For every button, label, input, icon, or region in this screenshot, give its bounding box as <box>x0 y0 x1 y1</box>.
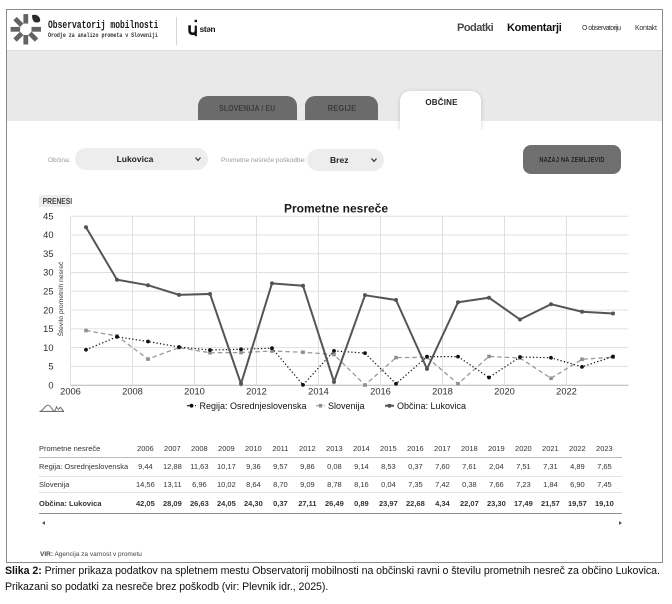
svg-text:Število prometnih nesreč: Število prometnih nesreč <box>56 261 65 336</box>
svg-text:0: 0 <box>48 380 53 390</box>
svg-text:2022: 2022 <box>556 387 577 397</box>
svg-text:2006: 2006 <box>60 387 81 397</box>
svg-text:35: 35 <box>43 249 53 259</box>
svg-text:2010: 2010 <box>184 387 205 397</box>
svg-text:stən: stən <box>200 25 216 34</box>
svg-text:10: 10 <box>43 343 53 353</box>
svg-text:40: 40 <box>43 230 53 240</box>
svg-text:2018: 2018 <box>432 387 453 397</box>
svg-text:2014: 2014 <box>308 387 329 397</box>
svg-text:25: 25 <box>43 287 53 297</box>
svg-text:20: 20 <box>43 305 53 315</box>
svg-text:45: 45 <box>43 211 53 221</box>
svg-text:30: 30 <box>43 268 53 278</box>
svg-text:Prometne nesreče: Prometne nesreče <box>284 202 388 216</box>
svg-text:5: 5 <box>48 362 53 372</box>
svg-text:2012: 2012 <box>246 387 267 397</box>
svg-text:Občina: Lukovica: Občina: Lukovica <box>397 401 466 411</box>
svg-text:15: 15 <box>43 324 53 334</box>
svg-text:2020: 2020 <box>494 387 515 397</box>
svg-text:Slovenija: Slovenija <box>328 401 365 411</box>
svg-text:Regija: Osrednjeslovenska: Regija: Osrednjeslovenska <box>200 401 307 411</box>
svg-text:2008: 2008 <box>122 387 143 397</box>
svg-text:2016: 2016 <box>370 387 391 397</box>
